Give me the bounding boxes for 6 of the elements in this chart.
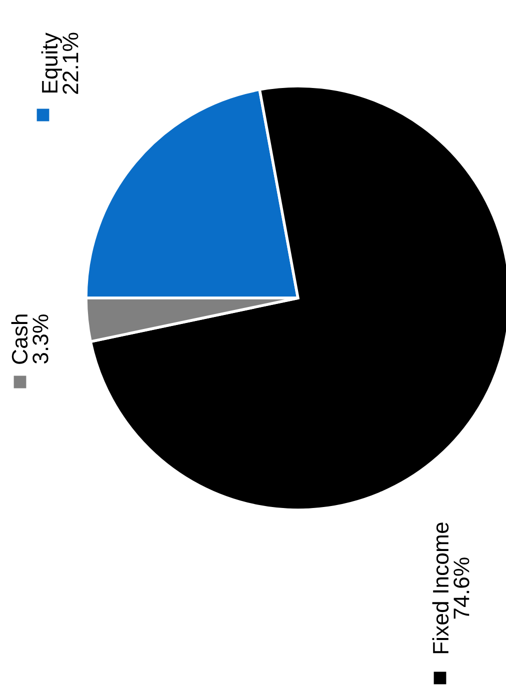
data-label: 22.1%: [62, 32, 78, 94]
slice-label: Cash: [11, 314, 28, 364]
data-label: 3.3%: [32, 314, 48, 364]
data-label: 74.6%: [454, 558, 470, 619]
slice-label: Fixed Income: [432, 522, 449, 654]
slice-label: Equity: [41, 32, 62, 93]
